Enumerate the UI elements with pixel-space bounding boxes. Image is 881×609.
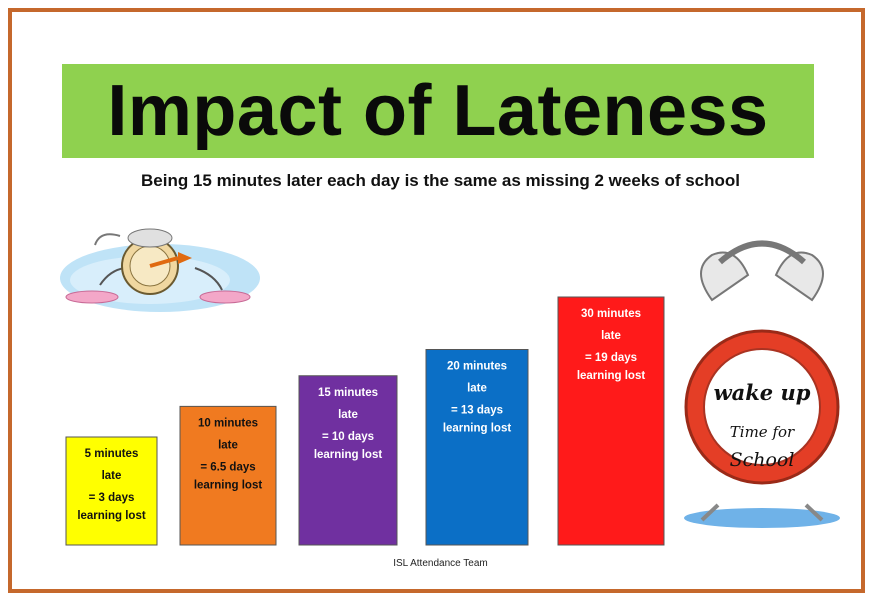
bar-4 — [425, 349, 529, 546]
bars-group: 5 minutes late = 3 days learning lost 10 min… — [65, 296, 665, 546]
alarm-clock-icon: wake up Time for School — [684, 240, 840, 528]
bar-4-label-4: learning lost — [443, 423, 512, 435]
running-clock-icon — [60, 228, 260, 312]
page-title: Impact of Lateness — [107, 71, 769, 151]
bar-3-label-1: 15 minutes — [318, 387, 378, 399]
footer-credit: ISL Attendance Team — [393, 558, 488, 569]
bar-2-label-2: late — [218, 439, 238, 451]
bar-2-label-1: 10 minutes — [198, 417, 258, 429]
alarm-clock-line-1: wake up — [714, 380, 811, 405]
bar-1-label-1: 5 minutes — [85, 448, 139, 460]
bar-3-label-2: late — [338, 409, 358, 421]
alarm-clock-line-3: School — [730, 449, 795, 471]
bar-5-label-1: 30 minutes — [581, 308, 641, 320]
bar-2-label-3: = 6.5 days — [200, 461, 255, 473]
bar-5-label-3: = 19 days — [585, 352, 637, 364]
bar-4-label-3: = 13 days — [451, 405, 503, 417]
bar-1-label-4: learning lost — [77, 510, 146, 522]
page-subtitle: Being 15 minutes later each day is the s… — [140, 171, 741, 190]
bar-4-label-2: late — [467, 383, 487, 395]
bar-3-label-3: = 10 days — [322, 431, 374, 443]
bar-5 — [557, 296, 665, 546]
bar-3-label-4: learning lost — [314, 449, 383, 461]
title-band: Impact of Lateness — [62, 64, 814, 158]
bar-1-label-3: = 3 days — [89, 492, 135, 504]
bar-2 — [179, 405, 277, 546]
bar-2-label-4: learning lost — [194, 479, 263, 491]
bar-4-label-1: 20 minutes — [447, 361, 507, 373]
bar-1 — [65, 436, 158, 546]
bar-5-label-4: learning lost — [577, 370, 646, 382]
bar-3 — [298, 375, 398, 546]
alarm-clock-line-2: Time for — [730, 423, 795, 441]
bar-5-label-2: late — [601, 330, 621, 342]
bar-1-label-2: late — [102, 470, 122, 482]
